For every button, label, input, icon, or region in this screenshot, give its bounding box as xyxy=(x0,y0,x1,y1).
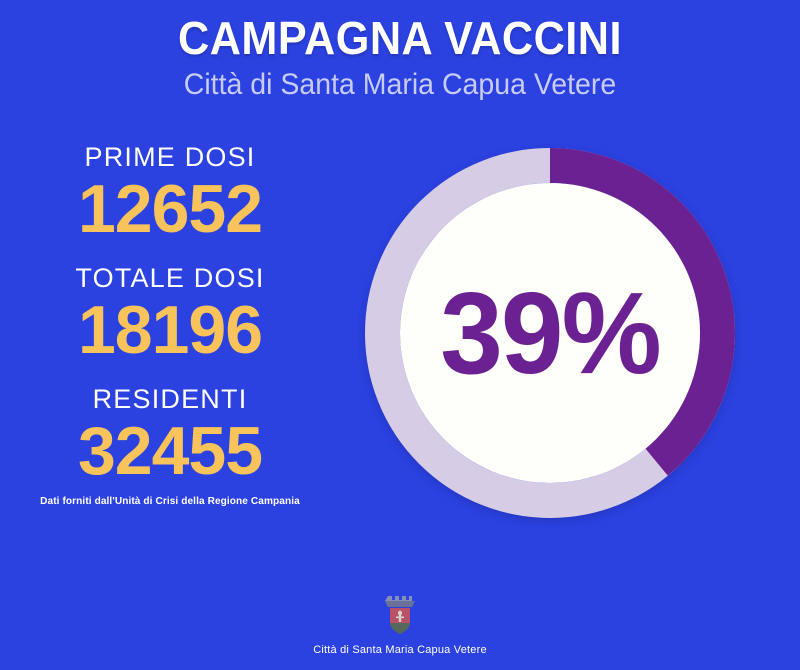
page-title: CAMPAGNA VACCINI xyxy=(178,12,622,64)
stat-label: TOTALE DOSI xyxy=(75,263,265,294)
stat-residenti: RESIDENTI 32455 xyxy=(0,384,340,485)
stat-label: PRIME DOSI xyxy=(84,142,256,172)
donut-svg xyxy=(365,148,735,518)
donut-progress-segment xyxy=(365,148,735,518)
stat-prime-dosi: PRIME DOSI 12652 xyxy=(0,142,340,243)
spacer xyxy=(0,247,340,263)
footer: Città di Santa Maria Capua Vetere xyxy=(0,591,800,656)
stat-value: 12652 xyxy=(77,171,263,248)
page-subtitle: Città di Santa Maria Capua Vetere xyxy=(183,68,617,102)
donut-hole xyxy=(400,183,700,483)
header: CAMPAGNA VACCINI Città di Santa Maria Ca… xyxy=(0,12,800,102)
footer-caption: Città di Santa Maria Capua Vetere xyxy=(313,644,487,656)
coat-of-arms-icon xyxy=(385,596,415,634)
vaccination-donut-chart: 39% xyxy=(365,148,735,518)
spacer xyxy=(0,368,340,384)
source-note: Dati forniti dall'Unità di Crisi della R… xyxy=(40,495,300,508)
stat-value: 18196 xyxy=(77,292,263,369)
stat-totale-dosi: TOTALE DOSI 18196 xyxy=(0,263,340,364)
stat-value: 32455 xyxy=(77,413,263,490)
stats-column: PRIME DOSI 12652 TOTALE DOSI 18196 RESID… xyxy=(0,142,340,507)
stat-label: RESIDENTI xyxy=(92,384,248,415)
